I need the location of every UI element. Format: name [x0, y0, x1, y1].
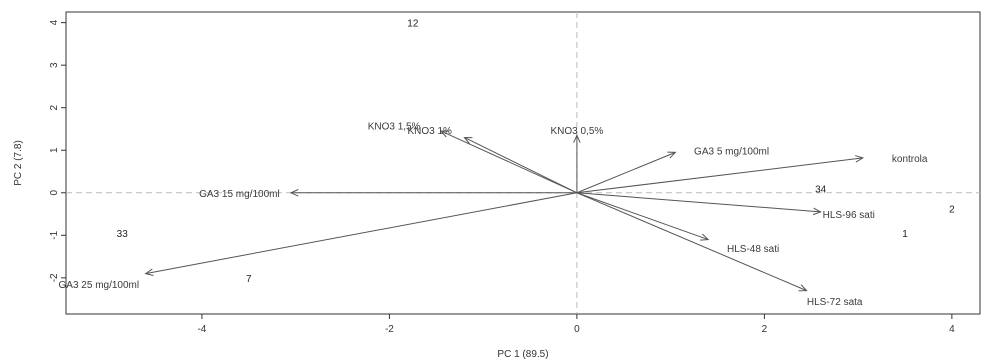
loading-arrowhead: [812, 207, 822, 216]
y-tick-label: 4: [49, 19, 60, 25]
observation-label: 33: [117, 229, 129, 240]
y-tick-label: 2: [49, 104, 60, 110]
observation-label: 34: [815, 185, 827, 196]
loading-arrow: [576, 192, 709, 241]
x-tick-label: 2: [762, 324, 768, 335]
loading-arrow: [576, 151, 676, 194]
loading-arrow: [464, 137, 578, 194]
loading-arrowhead: [855, 155, 865, 163]
y-tick-label: 3: [49, 62, 60, 68]
loading-arrows: [144, 130, 865, 292]
loading-arrowhead: [439, 130, 449, 138]
plot-frame: [65, 11, 981, 315]
loading-arrow: [576, 157, 863, 194]
loading-label: GA3 25 mg/100ml: [59, 280, 140, 291]
loading-arrowhead: [798, 284, 808, 292]
x-tick-label: -2: [385, 324, 394, 335]
y-tick-label: -1: [49, 230, 60, 239]
loading-label: KNO3 0,5%: [550, 126, 603, 137]
observation-label: 12: [407, 19, 419, 30]
y-tick-label: 0: [49, 190, 60, 196]
observation-label: 7: [246, 274, 252, 285]
loading-label: KNO3 1%: [407, 126, 452, 137]
loading-arrowhead: [573, 134, 581, 143]
x-tick-label: 0: [574, 324, 580, 335]
loading-label: HLS-72 sata: [807, 297, 863, 308]
observation-label: 1: [902, 229, 908, 240]
y-axis: -2 -1 0 1 2 3 4: [49, 19, 66, 282]
loading-arrow: [576, 192, 821, 213]
loading-label: HLS-96 sati: [823, 210, 875, 221]
loading-arrowhead: [289, 189, 299, 197]
observation-labels: 12 33 7 34 2 1: [117, 19, 955, 285]
loading-label: HLS-48 sati: [727, 244, 779, 255]
loading-arrowhead: [667, 151, 677, 159]
loading-arrowhead: [700, 233, 710, 241]
y-axis-title: PC 2 (7.8): [13, 140, 24, 186]
x-tick-label: -4: [197, 324, 206, 335]
loading-arrow: [576, 192, 807, 292]
observation-label: 2: [949, 205, 955, 216]
x-axis: -4 -2 0 2 4: [197, 314, 955, 335]
reference-lines: [66, 12, 980, 314]
x-axis-title: PC 1 (89.5): [497, 349, 548, 360]
loading-arrowhead: [144, 268, 154, 276]
loading-labels: KNO3 1,5%KNO3 1% KNO3 0,5% GA3 5 mg/100ml k…: [59, 122, 928, 309]
loading-label: KNO3 1,5%: [368, 122, 421, 133]
loading-label: kontrola: [892, 154, 928, 165]
loading-label: GA3 5 mg/100ml: [694, 147, 769, 158]
x-tick-label: 4: [949, 324, 955, 335]
y-tick-label: -2: [49, 273, 60, 282]
loading-arrow: [440, 130, 578, 194]
loading-arrowhead: [463, 136, 473, 144]
loading-arrow: [145, 192, 577, 275]
y-tick-label: 1: [49, 147, 60, 153]
loading-label: GA3 15 mg/100ml: [199, 189, 280, 200]
